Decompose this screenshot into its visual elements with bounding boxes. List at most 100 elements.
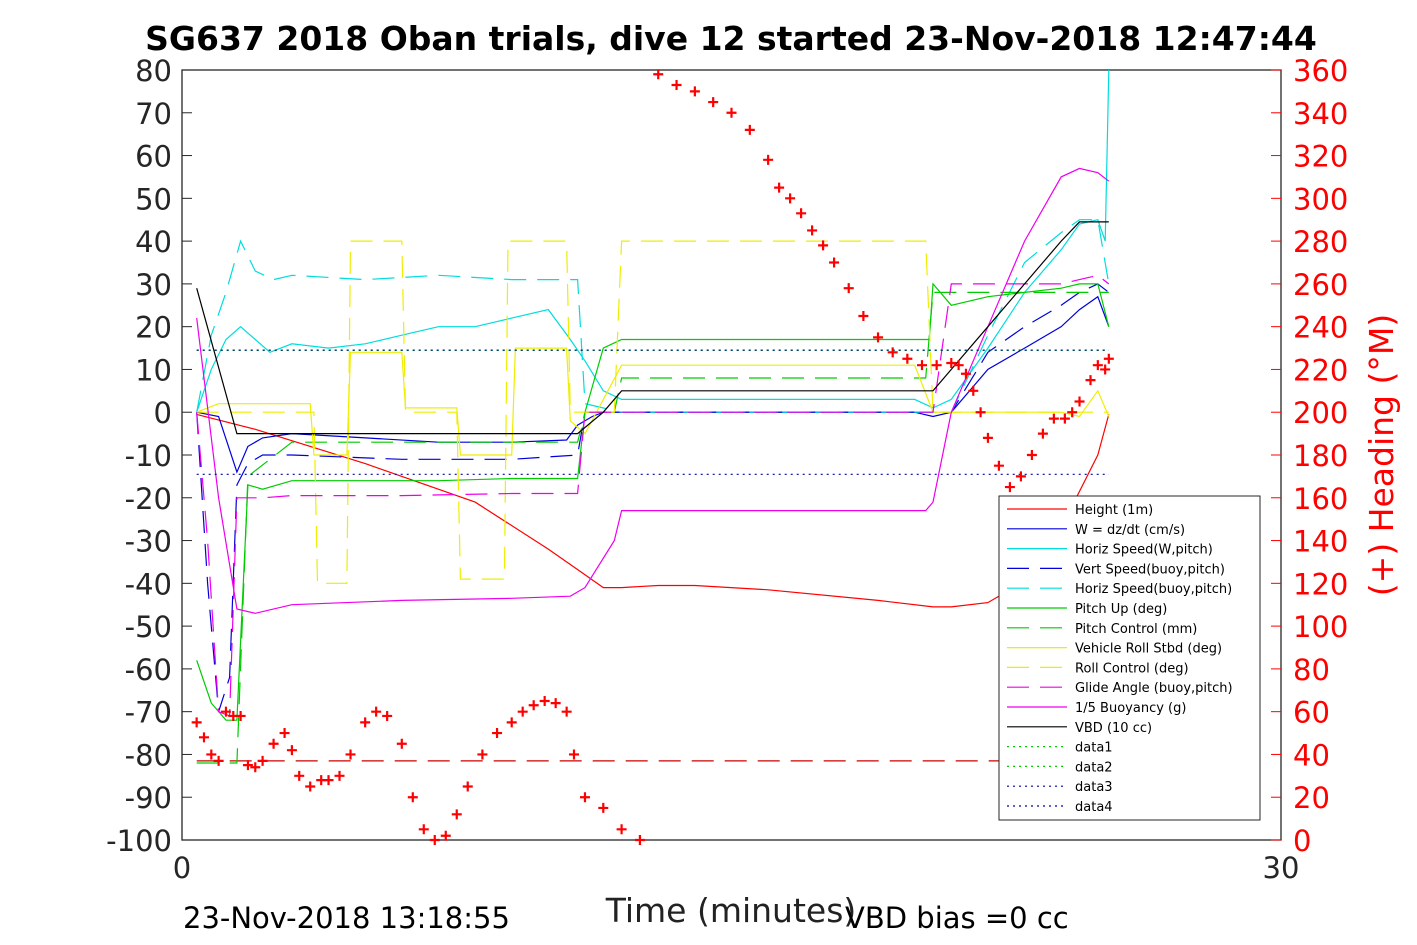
- y-tick-label: 40: [135, 225, 172, 259]
- y-tick-label: -10: [125, 439, 172, 473]
- heading-point: [568, 749, 579, 760]
- heading-point: [235, 710, 246, 721]
- legend-entry: W = dz/dt (cm/s): [1075, 523, 1185, 538]
- heading-point: [1074, 396, 1085, 407]
- heading-point: [726, 107, 737, 118]
- legend-entry: Horiz Speed(buoy,pitch): [1075, 582, 1232, 597]
- heading-point: [305, 781, 316, 792]
- plot-area: 80706050403020100-10-20-30-40-50-60-70-8…: [106, 54, 1348, 885]
- series-line-vbd-10-cc: [196, 221, 1109, 435]
- legend-box: [998, 495, 1261, 821]
- y-tick-label: -90: [125, 781, 172, 815]
- y-right-tick-label: 260: [1293, 268, 1348, 302]
- series-line-pitch-control-mm: [196, 291, 1109, 764]
- y-tick-label: 10: [135, 353, 172, 387]
- y-right-tick-label: 180: [1293, 439, 1348, 473]
- y-tick-label: -60: [125, 653, 172, 687]
- heading-point: [829, 257, 840, 268]
- heading-point: [671, 79, 682, 90]
- heading-point: [968, 385, 979, 396]
- y-right-tick-label: 120: [1293, 567, 1348, 601]
- heading-point: [279, 728, 290, 739]
- heading-point: [198, 732, 209, 743]
- heading-point: [561, 706, 572, 717]
- y-right-tick-label: 340: [1293, 97, 1348, 131]
- heading-point: [1015, 471, 1026, 482]
- heading-point: [407, 792, 418, 803]
- legend-entry: VBD (10 cc): [1075, 721, 1152, 736]
- heading-point: [653, 69, 664, 80]
- y-tick-label: 30: [135, 268, 172, 302]
- heading-point: [598, 802, 609, 813]
- heading-point: [429, 835, 440, 845]
- heading-point: [843, 283, 854, 294]
- legend-entry: 1/5 Buoyancy (g): [1075, 701, 1186, 716]
- heading-point: [993, 460, 1004, 471]
- y-right-tick-label: 100: [1293, 610, 1348, 644]
- heading-point: [858, 310, 869, 321]
- heading-point: [1092, 360, 1103, 371]
- series-line-roll-control-deg: [196, 240, 1109, 584]
- heading-point: [1048, 413, 1059, 424]
- heading-point: [902, 353, 913, 364]
- heading-point: [774, 182, 785, 193]
- heading-point: [191, 717, 202, 728]
- heading-point: [371, 706, 382, 717]
- legend-entry: data3: [1075, 780, 1113, 795]
- y-right-tick-label: 200: [1293, 396, 1348, 430]
- heading-point: [982, 432, 993, 443]
- y-tick-label: 50: [135, 182, 172, 216]
- heading-point: [294, 770, 305, 781]
- y-right-tick-label: 220: [1293, 353, 1348, 387]
- y-tick-label: -80: [125, 738, 172, 772]
- footer-vbd-bias: VBD bias =0 cc: [845, 901, 1069, 935]
- y-right-tick-label: 320: [1293, 140, 1348, 174]
- x-tick-label: 0: [173, 851, 191, 885]
- y-tick-label: -20: [125, 482, 172, 516]
- heading-point: [539, 695, 550, 706]
- y-right-tick-label: 0: [1293, 824, 1311, 858]
- y-tick-label: -100: [106, 824, 172, 858]
- heading-point: [492, 728, 503, 739]
- chart-title: SG637 2018 Oban trials, dive 12 started …: [145, 19, 1317, 58]
- heading-point: [418, 824, 429, 835]
- heading-point: [873, 332, 884, 343]
- legend-entry: Glide Angle (buoy,pitch): [1075, 681, 1233, 696]
- heading-point: [242, 760, 253, 771]
- heading-point: [1100, 364, 1111, 375]
- y-tick-label: -30: [125, 525, 172, 559]
- legend-entry: Roll Control (deg): [1075, 661, 1189, 676]
- y-tick-label: 80: [135, 54, 172, 88]
- heading-point: [334, 770, 345, 781]
- heading-point: [382, 710, 393, 721]
- y-tick-label: -40: [125, 567, 172, 601]
- heading-point: [807, 225, 818, 236]
- heading-point: [1067, 407, 1078, 418]
- heading-point: [634, 835, 645, 845]
- heading-point: [946, 358, 957, 369]
- legend-entry: Vert Speed(buoy,pitch): [1075, 562, 1225, 577]
- heading-point: [213, 755, 224, 766]
- legend-entry: Height (1m): [1075, 503, 1153, 518]
- heading-point: [579, 792, 590, 803]
- footer-timestamp: 23-Nov-2018 13:18:55: [183, 901, 510, 935]
- heading-point: [451, 809, 462, 820]
- heading-point: [345, 749, 356, 760]
- heading-point: [975, 407, 986, 418]
- heading-point: [360, 717, 371, 728]
- heading-point: [1026, 450, 1037, 460]
- y-right-tick-label: 140: [1293, 525, 1348, 559]
- heading-point: [528, 700, 539, 711]
- x-tick-label: 30: [1263, 851, 1300, 885]
- series-line-1-5-buoyancy-g: [196, 167, 1110, 614]
- heading-point: [250, 762, 261, 773]
- heading-point: [689, 86, 700, 97]
- legend-entry: Pitch Up (deg): [1075, 602, 1167, 617]
- heading-point: [506, 717, 517, 728]
- heading-point: [953, 360, 964, 371]
- heading-point: [744, 124, 755, 135]
- y-right-tick-label: 60: [1293, 696, 1330, 730]
- y-right-tick-label: 280: [1293, 225, 1348, 259]
- y-right-tick-label: 80: [1293, 653, 1330, 687]
